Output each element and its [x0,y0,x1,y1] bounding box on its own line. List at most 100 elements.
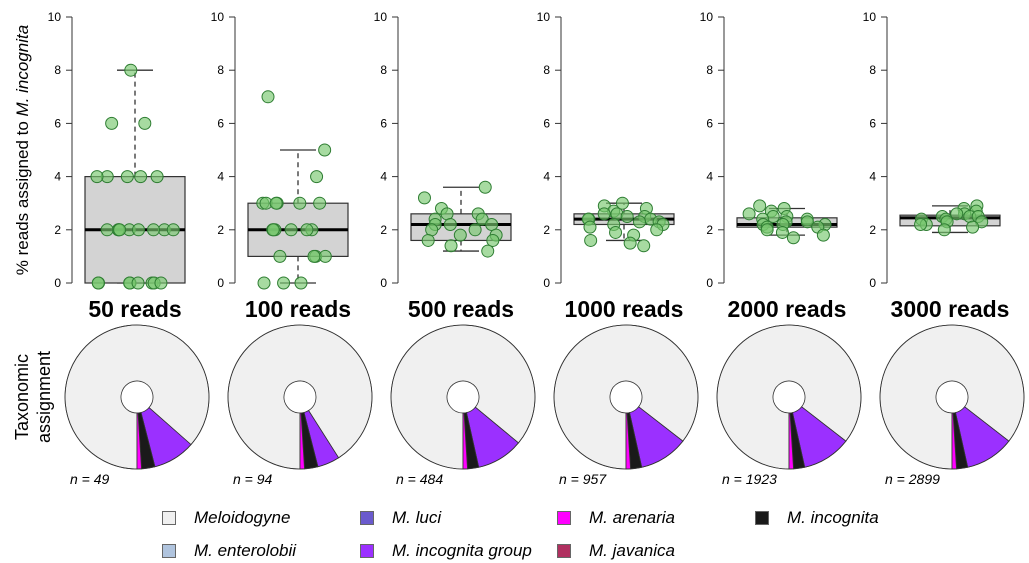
y-tick-label: 4 [217,170,224,184]
data-point [481,244,495,258]
data-point [753,199,767,213]
data-point [421,233,435,247]
panels-group: 0 2 4 6 8 10 50 reads n = 49 0 2 4 6 8 10 100 reads n =… [48,10,1025,487]
panel-title: 100 reads [245,296,351,322]
data-point [584,233,598,247]
data-point [284,223,298,237]
data-point [609,225,623,239]
y-tick-label: 0 [54,276,61,290]
data-point [478,180,492,194]
data-point [166,223,180,237]
data-point [132,223,146,237]
y-tick-label: 10 [700,10,714,24]
y-tick-label: 8 [869,63,876,77]
donut-n-label: n = 957 [559,471,607,487]
y-tick-label: 0 [869,276,876,290]
y-tick-label: 10 [211,10,225,24]
y-tick-label: 2 [543,223,550,237]
y-tick-label: 2 [706,223,713,237]
data-point [760,223,774,237]
data-point [90,170,104,184]
data-point [131,276,145,290]
data-point [318,143,332,157]
data-point [966,220,980,234]
donut-row-label-line1: Taxonomic [12,354,32,440]
y-tick-label: 6 [54,116,61,130]
y-tick-label: 0 [217,276,224,290]
data-point [146,223,160,237]
data-point [468,223,482,237]
data-point [417,191,431,205]
data-point [138,116,152,130]
data-point [486,233,500,247]
y-tick-label: 4 [54,170,61,184]
y-tick-label: 6 [543,116,550,130]
data-point [775,225,789,239]
panel-4: 0 2 4 6 8 10 1000 reads n = 957 [537,10,699,487]
y-tick-label: 0 [706,276,713,290]
data-point [154,276,168,290]
y-tick-label: 4 [869,170,876,184]
data-point [261,90,275,104]
data-point [786,231,800,245]
donut-n-label: n = 1923 [722,471,777,487]
data-point [615,196,629,210]
panel-title: 3000 reads [891,296,1010,322]
donut-outline [227,324,373,470]
donut-outline [390,324,536,470]
panel-title: 500 reads [408,296,514,322]
data-point [307,249,321,263]
y-tick-label: 6 [869,116,876,130]
donut-outline [879,324,1025,470]
data-point [443,217,457,231]
data-point [313,196,327,210]
panel-1: 0 2 4 6 8 10 50 reads n = 49 [48,10,210,487]
data-point [623,236,637,250]
data-point [150,170,164,184]
data-point [620,210,634,223]
data-point [91,276,105,290]
panel-title: 50 reads [88,296,181,322]
donut-outline [64,324,210,470]
data-point [597,207,611,221]
data-point [444,239,458,253]
data-point [134,170,148,184]
data-point [914,217,928,231]
data-point [766,210,780,223]
y-tick-label: 4 [706,170,713,184]
y-tick-label: 4 [543,170,550,184]
data-point [266,223,280,237]
data-point [440,207,454,221]
y-tick-label: 2 [380,223,387,237]
panel-title: 2000 reads [728,296,847,322]
donut-n-label: n = 2899 [885,471,940,487]
donut-n-label: n = 94 [233,471,273,487]
data-point [633,215,647,229]
y-tick-label: 10 [48,10,62,24]
data-point [637,239,651,253]
data-point [294,276,308,290]
panel-3: 0 2 4 6 8 10 500 reads n = 484 [374,10,536,487]
data-point [277,276,291,290]
donut-row-label-line2: assignment [34,351,54,443]
data-point [120,170,134,184]
data-point [113,223,127,237]
data-point [273,249,287,263]
data-point [453,228,467,242]
y-tick-label: 10 [863,10,877,24]
y-tick-label: 8 [380,63,387,77]
data-point [583,220,597,234]
panel-title: 1000 reads [565,296,684,322]
donut-n-label: n = 484 [396,471,443,487]
y-tick-label: 6 [706,116,713,130]
data-point [269,196,283,210]
y-tick-label: 4 [380,170,387,184]
y-axis-label: % reads assigned to M. incognita [13,25,32,275]
data-point [650,223,664,237]
data-point [310,170,324,184]
y-tick-label: 0 [380,276,387,290]
panel-6: 0 2 4 6 8 10 3000 reads n = 2899 [863,10,1025,487]
donut-outline [553,324,699,470]
y-tick-label: 10 [537,10,551,24]
y-tick-label: 2 [54,223,61,237]
